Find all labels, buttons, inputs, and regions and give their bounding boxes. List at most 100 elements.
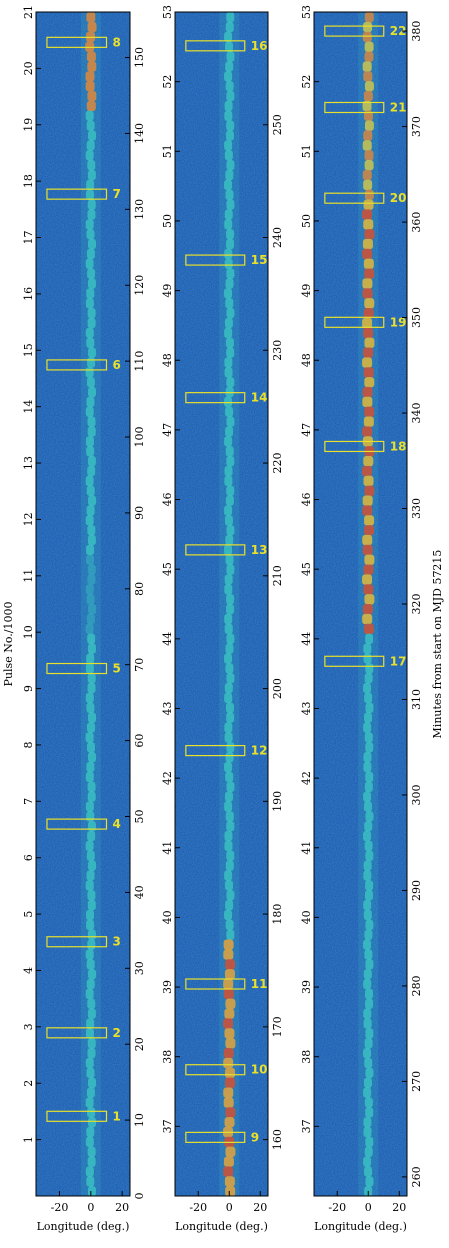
emission-segment bbox=[224, 140, 233, 151]
left-tick-label: 17 bbox=[22, 231, 35, 245]
emission-segment bbox=[225, 1146, 236, 1158]
emission-segment bbox=[225, 426, 234, 437]
emission-segment bbox=[87, 900, 96, 911]
emission-segment bbox=[85, 110, 94, 122]
emission-segment bbox=[86, 120, 95, 131]
emission-segment bbox=[362, 574, 373, 585]
emission-segment bbox=[86, 12, 96, 23]
emission-segment bbox=[87, 1186, 96, 1197]
emission-segment bbox=[224, 465, 233, 477]
emission-segment bbox=[224, 110, 233, 122]
emission-segment bbox=[224, 100, 233, 112]
emission-segment bbox=[87, 998, 96, 1010]
emission-segment bbox=[364, 298, 375, 309]
emission-segment bbox=[224, 436, 233, 447]
emission-segment bbox=[226, 850, 235, 862]
emission-segment bbox=[364, 525, 375, 536]
emission-segment bbox=[224, 1028, 235, 1039]
x-tick-label: 20 bbox=[392, 1201, 406, 1214]
emission-segment bbox=[363, 308, 374, 319]
left-tick-label: 45 bbox=[161, 562, 174, 576]
x-axis-title: Longitude (deg.) bbox=[175, 1220, 268, 1233]
emission-segment bbox=[363, 110, 373, 122]
left-tick-label: 49 bbox=[161, 284, 174, 298]
left-tick-label: 45 bbox=[300, 562, 313, 576]
event-box bbox=[324, 440, 385, 453]
event-box-label: 11 bbox=[251, 977, 268, 991]
right-tick-label: 330 bbox=[410, 498, 423, 519]
emission-segment bbox=[87, 1048, 96, 1059]
emission-segment bbox=[363, 90, 373, 102]
emission-segment bbox=[224, 623, 233, 635]
emission-segment bbox=[87, 347, 96, 358]
emission-segment bbox=[86, 288, 95, 299]
emission-segment bbox=[363, 1156, 372, 1167]
emission-segment bbox=[363, 969, 372, 980]
event-box bbox=[324, 192, 385, 204]
event-box-label: 7 bbox=[113, 187, 121, 201]
emission-segment bbox=[363, 258, 374, 270]
emission-segment bbox=[87, 564, 96, 575]
emission-segment bbox=[364, 81, 374, 92]
emission-segment bbox=[363, 830, 372, 842]
emission-segment bbox=[224, 150, 233, 161]
emission-segment bbox=[87, 791, 96, 802]
event-box bbox=[185, 978, 246, 990]
right-tick-label: 380 bbox=[410, 21, 423, 42]
emission-segment bbox=[225, 298, 234, 309]
emission-segment bbox=[225, 169, 234, 181]
emission-halo bbox=[80, 12, 101, 1196]
emission-segment bbox=[224, 505, 233, 516]
emission-segment bbox=[86, 1018, 95, 1029]
left-tick-label: 53 bbox=[161, 5, 174, 19]
emission-segment bbox=[364, 673, 373, 684]
right-tick-label: 0 bbox=[133, 1193, 146, 1200]
x-tick-label: 0 bbox=[226, 1201, 233, 1214]
emission-segment bbox=[225, 534, 234, 546]
emission-segment bbox=[363, 939, 372, 950]
emission-segment bbox=[86, 870, 95, 881]
x-tick-label: 20 bbox=[115, 1201, 129, 1214]
right-tick-label: 170 bbox=[271, 1016, 284, 1037]
emission-segment bbox=[86, 613, 95, 625]
left-tick-label: 39 bbox=[300, 980, 313, 994]
left-tick-label: 10 bbox=[22, 625, 35, 639]
emission-segment bbox=[363, 71, 373, 82]
emission-segment bbox=[87, 633, 96, 644]
left-tick-label: 12 bbox=[22, 512, 35, 526]
left-tick-label: 50 bbox=[161, 214, 174, 228]
event-box-label: 15 bbox=[251, 253, 268, 267]
left-tick-label: 37 bbox=[161, 1119, 174, 1133]
emission-segment bbox=[224, 396, 233, 408]
emission-segment bbox=[363, 682, 372, 694]
right-tick-label: 370 bbox=[410, 116, 423, 137]
emission-segment bbox=[88, 238, 97, 250]
emission-segment bbox=[365, 850, 374, 862]
right-tick-label: 40 bbox=[133, 885, 146, 899]
left-tick-label: 5 bbox=[22, 911, 35, 918]
emission-segment bbox=[364, 377, 375, 388]
emission-segment bbox=[225, 663, 234, 674]
emission-segment bbox=[87, 1107, 96, 1118]
emission-segment bbox=[87, 1156, 96, 1167]
emission-segment bbox=[225, 1107, 236, 1118]
event-box-label: 8 bbox=[113, 35, 121, 49]
emission-segment bbox=[87, 90, 97, 102]
event-box-label: 20 bbox=[390, 191, 407, 205]
left-tick-label: 42 bbox=[161, 771, 174, 785]
emission-segment bbox=[226, 485, 235, 496]
emission-segment bbox=[224, 840, 233, 852]
event-box-label: 4 bbox=[113, 817, 121, 831]
left-tick-label: 51 bbox=[300, 144, 313, 158]
emission-segment bbox=[85, 258, 94, 270]
event-box bbox=[46, 662, 108, 675]
left-tick-label: 48 bbox=[161, 353, 174, 367]
emission-segment bbox=[362, 426, 373, 437]
right-tick-label: 360 bbox=[410, 212, 423, 233]
left-tick-label: 16 bbox=[22, 287, 35, 301]
emission-segment bbox=[225, 643, 234, 654]
emission-segment bbox=[226, 742, 235, 753]
emission-segment bbox=[363, 860, 372, 871]
emission-segment bbox=[364, 189, 374, 200]
emission-segment bbox=[223, 1018, 234, 1029]
